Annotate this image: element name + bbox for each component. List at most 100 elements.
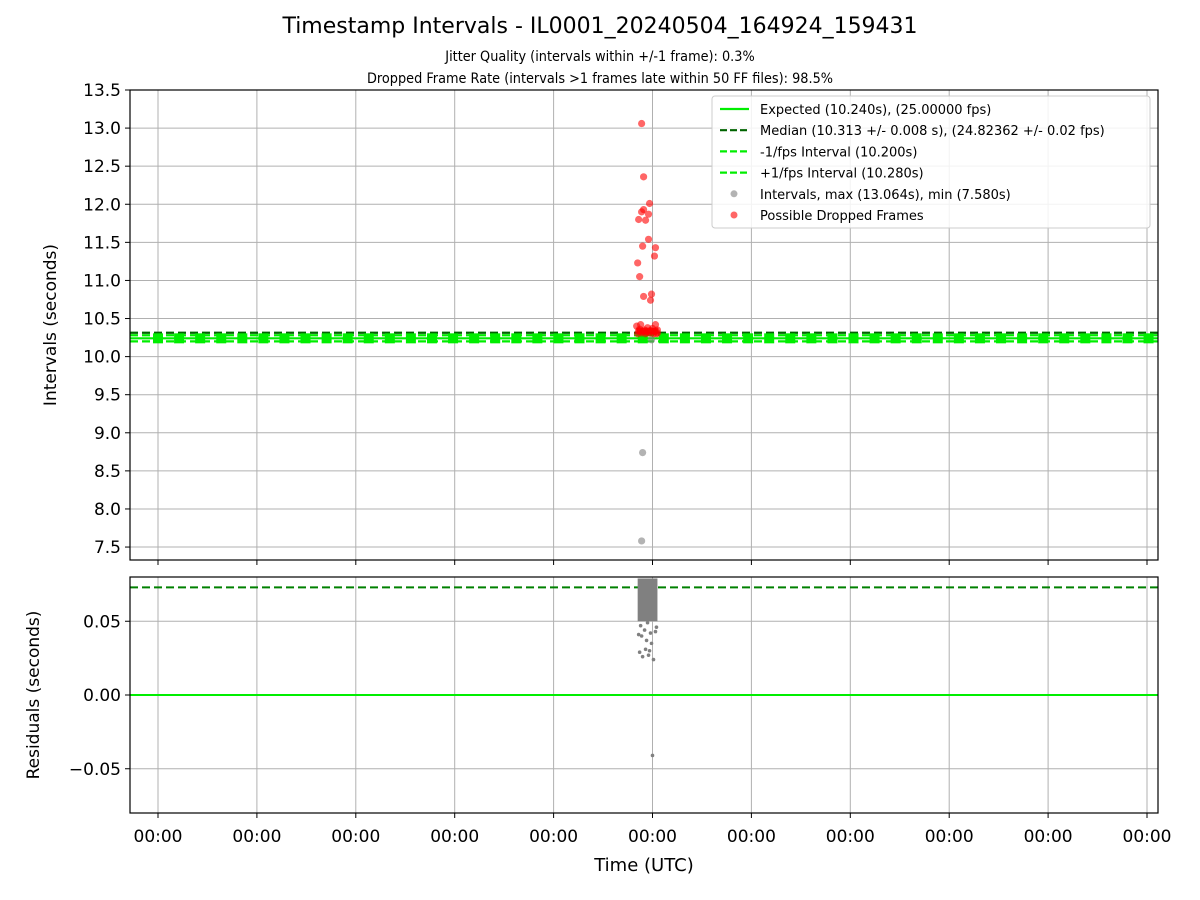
expected-interval-marker — [785, 333, 796, 344]
residual-point — [643, 647, 648, 652]
residual-point — [640, 654, 645, 659]
y-axis-tick-label: 13.5 — [83, 81, 121, 101]
dropped-frame-point — [634, 259, 642, 267]
expected-interval-marker — [405, 333, 416, 344]
x-axis-label: Time (UTC) — [593, 855, 694, 876]
residual-point — [642, 628, 647, 632]
dropped-frame-cluster — [636, 327, 659, 335]
expected-interval-marker — [532, 333, 543, 344]
x-axis-tick-label: 00:00 — [1123, 827, 1172, 847]
residual-point — [636, 632, 641, 637]
expected-interval-marker — [511, 333, 522, 344]
expected-interval-marker — [1101, 333, 1112, 344]
residual-point — [649, 641, 654, 646]
x-axis-tick-label: 00:00 — [1024, 827, 1073, 847]
y-axis-tick-label: 8.0 — [94, 500, 121, 520]
x-axis-tick-label: 00:00 — [331, 827, 380, 847]
residual-y-axis-tick-label: 0.00 — [83, 686, 121, 706]
y-axis-tick-label: 10.0 — [83, 348, 121, 368]
expected-interval-marker — [237, 333, 248, 344]
x-axis-tick-label: 00:00 — [925, 827, 974, 847]
dropped-frame-point — [639, 173, 648, 181]
residual-point — [646, 653, 651, 657]
legend-entry-label: Expected (10.240s), (25.00000 fps) — [760, 103, 991, 118]
residual-point — [651, 657, 656, 662]
expected-interval-marker — [974, 333, 985, 344]
residual-point — [644, 638, 649, 643]
x-axis-tick-label: 00:00 — [628, 827, 677, 847]
expected-interval-marker — [616, 333, 627, 344]
expected-interval-marker — [174, 333, 185, 344]
expected-interval-marker — [764, 333, 775, 344]
expected-interval-marker — [869, 333, 880, 344]
expected-interval-marker — [1122, 333, 1133, 344]
residual-dense-band — [637, 578, 658, 622]
expected-interval-marker — [553, 333, 564, 344]
y-axis-label: Intervals (seconds) — [41, 244, 61, 406]
expected-interval-marker — [595, 333, 606, 344]
dropped-frame-point — [647, 290, 656, 298]
y-axis-tick-label: 11.0 — [83, 271, 121, 291]
expected-interval-marker — [300, 333, 311, 344]
expected-interval-marker — [195, 333, 206, 344]
expected-interval-marker — [1080, 333, 1091, 344]
y-axis-tick-label: 7.5 — [94, 538, 121, 558]
dropped-frame-point — [644, 210, 653, 218]
dropped-frame-point — [641, 216, 650, 224]
expected-interval-marker — [637, 333, 648, 344]
dropped-frame-point — [639, 292, 648, 301]
x-axis-tick-label: 00:00 — [232, 827, 281, 847]
expected-interval-marker — [279, 333, 290, 344]
residual-point — [654, 625, 659, 629]
legend-entry-label: +1/fps Interval (10.280s) — [760, 167, 924, 182]
dropped-frame-point — [639, 242, 647, 250]
legend-entry-label: Intervals, max (13.064s), min (7.580s) — [760, 188, 1011, 203]
dropped-frame-point — [650, 252, 659, 260]
residual-point — [638, 623, 643, 628]
expected-interval-marker — [996, 333, 1007, 344]
expected-interval-marker — [490, 333, 501, 344]
x-axis-tick-label: 00:00 — [826, 827, 875, 847]
dropped-frame-point — [644, 235, 653, 243]
interval-point — [638, 537, 646, 545]
y-axis-tick-label: 12.0 — [83, 195, 121, 215]
residual-point — [650, 753, 655, 758]
expected-interval-marker — [806, 333, 817, 344]
expected-interval-marker — [448, 333, 459, 344]
residual-point — [639, 634, 644, 638]
legend-entry-label: -1/fps Interval (10.200s) — [760, 145, 917, 160]
residual-y-axis-tick-label: 0.05 — [83, 612, 121, 632]
y-axis-tick-label: 13.0 — [83, 119, 121, 139]
residual-point — [637, 650, 642, 655]
residual-point — [645, 620, 650, 625]
x-axis-tick-label: 00:00 — [134, 827, 183, 847]
expected-interval-marker — [743, 333, 754, 344]
expected-interval-marker — [700, 333, 711, 344]
y-axis-tick-label: 12.5 — [83, 157, 121, 177]
y-axis-tick-label: 10.5 — [83, 310, 121, 330]
dropped-frame-point — [645, 199, 654, 208]
legend-entry-label: Median (10.313 +/- 0.008 s), (24.82362 +… — [760, 124, 1105, 139]
expected-interval-marker — [932, 333, 943, 344]
expected-interval-marker — [848, 333, 859, 344]
dropped-frame-rate-subtitle: Dropped Frame Rate (intervals >1 frames … — [366, 71, 834, 87]
dropped-frame-point — [638, 208, 646, 216]
expected-interval-marker — [469, 333, 480, 344]
interval-point — [639, 448, 647, 457]
expected-interval-marker — [1038, 333, 1049, 344]
expected-interval-marker — [384, 333, 395, 344]
x-axis-tick-label: 00:00 — [529, 827, 578, 847]
expected-interval-marker — [679, 333, 690, 344]
expected-interval-marker — [1143, 333, 1154, 344]
residual-point — [653, 629, 658, 634]
intervals-axes-frame — [129, 89, 1159, 561]
expected-interval-marker — [321, 333, 332, 344]
expected-interval-marker — [890, 333, 901, 344]
chart-title: Timestamp Intervals - IL0001_20240504_16… — [282, 14, 918, 39]
expected-interval-marker — [342, 333, 353, 344]
x-axis-tick-label: 00:00 — [727, 827, 776, 847]
residual-y-axis-label: Residuals (seconds) — [24, 611, 44, 780]
legend-entry-label: Possible Dropped Frames — [760, 209, 924, 224]
legend-box — [711, 95, 1151, 229]
